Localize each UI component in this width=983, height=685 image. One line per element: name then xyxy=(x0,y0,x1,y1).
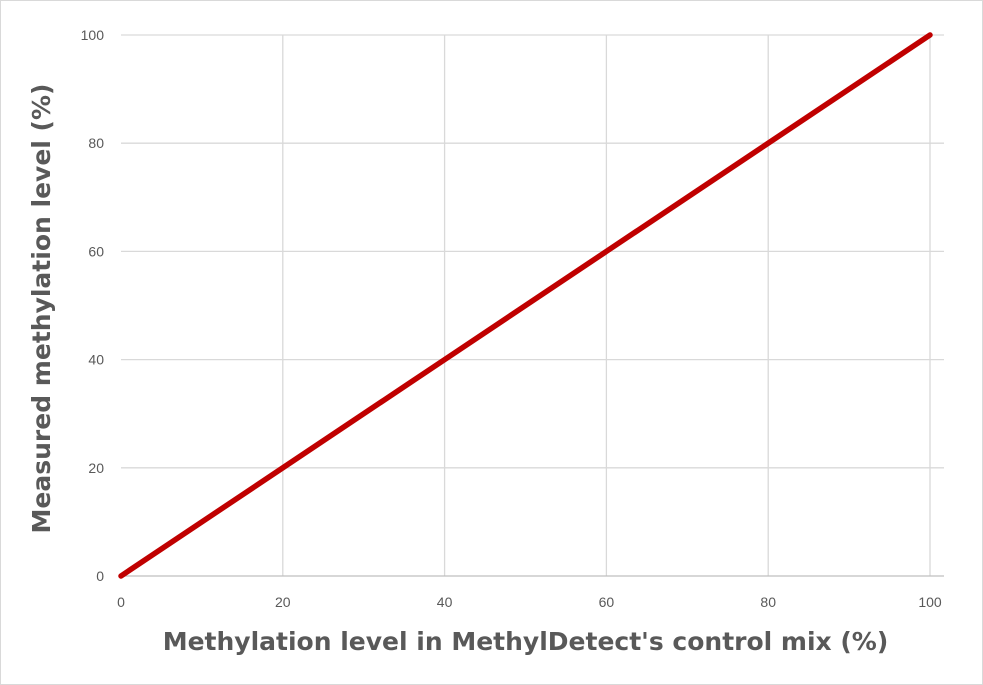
y-tick-label: 40 xyxy=(88,352,104,368)
x-tick-label: 40 xyxy=(437,594,453,610)
x-tick-label: 0 xyxy=(117,594,125,610)
x-axis-title: Methylation level in MethylDetect's cont… xyxy=(163,627,889,656)
y-tick-label: 80 xyxy=(88,135,104,151)
y-tick-label: 0 xyxy=(96,568,104,584)
y-tick-labels: 0 20 40 60 80 100 xyxy=(81,27,105,584)
y-tick-label: 100 xyxy=(81,27,105,43)
horizontal-gridlines xyxy=(121,34,944,469)
y-axis-title: Measured methylation level (%) xyxy=(27,84,56,534)
x-tick-label: 100 xyxy=(918,594,942,610)
x-tick-label: 60 xyxy=(599,594,615,610)
x-tick-label: 80 xyxy=(760,594,776,610)
x-tick-label: 20 xyxy=(275,594,291,610)
series-layer xyxy=(118,32,933,579)
series-line xyxy=(118,32,933,579)
vertical-gridlines xyxy=(282,35,931,576)
x-tick-labels: 0 20 40 60 80 100 xyxy=(117,594,942,610)
y-tick-label: 60 xyxy=(88,243,104,259)
y-tick-label: 20 xyxy=(88,460,104,476)
